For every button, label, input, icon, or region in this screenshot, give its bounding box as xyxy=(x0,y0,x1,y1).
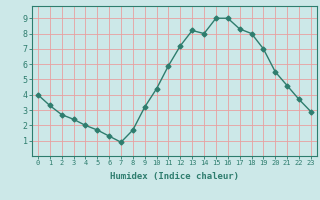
X-axis label: Humidex (Indice chaleur): Humidex (Indice chaleur) xyxy=(110,172,239,181)
